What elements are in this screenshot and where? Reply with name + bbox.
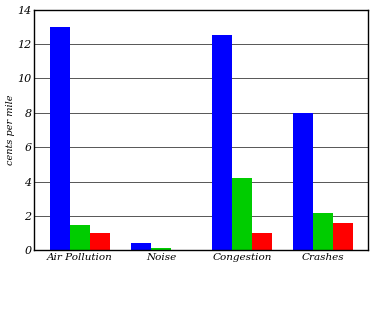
- Bar: [49, 27, 70, 250]
- Bar: [90, 233, 110, 250]
- Bar: [333, 223, 353, 250]
- Bar: [232, 178, 252, 250]
- Bar: [252, 233, 272, 250]
- Bar: [313, 213, 333, 250]
- Bar: [212, 35, 232, 250]
- Bar: [70, 225, 90, 250]
- Bar: [151, 248, 171, 250]
- Y-axis label: cents per mile: cents per mile: [6, 95, 15, 165]
- Bar: [171, 249, 191, 250]
- Bar: [292, 113, 313, 250]
- Bar: [131, 244, 151, 250]
